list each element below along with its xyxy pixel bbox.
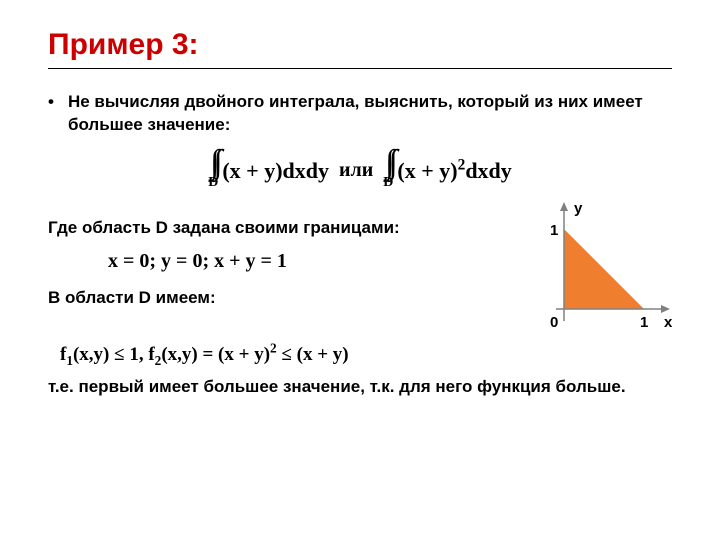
svg-text:0: 0 [550, 314, 558, 331]
integrand-2: (x + y)2dxdy [397, 158, 511, 184]
figure: yx110 [532, 199, 672, 344]
constraints: x = 0; y = 0; x + y = 1 [108, 250, 514, 273]
integral-comparison: ∫∫ D (x + y)dxdy или ∫∫ D (x + y)2dxdy [48, 151, 672, 191]
integral-2: ∫∫ D (x + y)2dxdy [383, 151, 512, 191]
conclusion: т.е. первый имеет большее значение, т.к.… [48, 376, 672, 399]
integral-1: ∫∫ D (x + y)dxdy [208, 151, 329, 191]
domain-line: Где область D задана своими границами: [48, 217, 514, 240]
iint-symbol-1: ∫∫ D [208, 151, 218, 191]
inequality-line: f1(x,y) ≤ 1, f2(x,y) = (x + y)2 ≤ (x + y… [60, 344, 672, 366]
title-underline [48, 68, 672, 69]
triangle-plot: yx110 [532, 199, 672, 339]
or-word: или [339, 159, 373, 182]
content-row: Где область D задана своими границами: x… [48, 199, 672, 344]
problem-statement: • Не вычисляя двойного интеграла, выясни… [48, 91, 672, 137]
svg-text:y: y [574, 200, 583, 217]
slide-title: Пример 3: [48, 28, 672, 62]
in-region-line: В области D имеем: [48, 287, 514, 310]
slide: Пример 3: • Не вычисляя двойного интегра… [0, 0, 720, 540]
iint-symbol-2: ∫∫ D [383, 151, 393, 191]
bullet-marker: • [48, 91, 54, 114]
integrand-1: (x + y)dxdy [222, 158, 329, 184]
left-column: Где область D задана своими границами: x… [48, 199, 514, 318]
svg-text:1: 1 [550, 222, 558, 239]
svg-text:x: x [664, 314, 672, 331]
svg-text:1: 1 [640, 314, 648, 331]
problem-text: Не вычисляя двойного интеграла, выяснить… [68, 91, 672, 137]
